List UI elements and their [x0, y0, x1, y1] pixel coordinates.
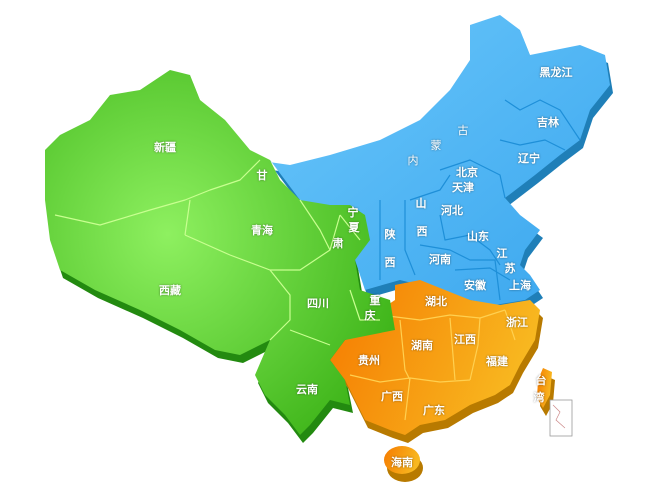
label-tianjin: 天津	[452, 181, 474, 194]
label-guangxi: 广西	[381, 390, 403, 403]
label-shanxi-1: 山	[415, 197, 427, 210]
label-guizhou: 贵州	[358, 354, 380, 367]
label-chongqing-2: 庆	[364, 309, 376, 322]
label-chongqing-1: 重	[369, 294, 381, 307]
label-shandong: 山东	[467, 230, 489, 243]
label-gansu-2: 肃	[332, 237, 344, 250]
region-west	[45, 70, 395, 435]
label-hainan: 海南	[391, 456, 413, 469]
label-neimenggu-3: 古	[457, 124, 469, 137]
label-guangdong: 广东	[423, 404, 445, 417]
label-shaanxi-1: 陕	[384, 228, 396, 241]
label-taiwan-1: 台	[535, 374, 547, 387]
label-yunnan: 云南	[296, 383, 318, 396]
label-xizang: 西藏	[159, 284, 181, 297]
label-sichuan: 四川	[307, 297, 329, 310]
label-liaoning: 辽宁	[518, 152, 540, 165]
label-beijing: 北京	[456, 166, 478, 179]
label-jiangsu-1: 江	[496, 247, 508, 260]
label-shanghai: 上海	[509, 279, 531, 292]
label-gansu-1: 甘	[256, 169, 268, 182]
label-taiwan-2: 湾	[533, 391, 545, 404]
label-neimenggu-2: 蒙	[430, 139, 442, 152]
label-anhui: 安徽	[464, 279, 486, 292]
south-china-sea-inset	[549, 399, 573, 437]
label-heilongjiang: 黑龙江	[539, 66, 573, 79]
label-hebei: 河北	[441, 204, 463, 217]
label-shanxi-2: 西	[416, 225, 428, 238]
label-hubei: 湖北	[425, 295, 447, 308]
label-jiangxi: 江西	[454, 333, 476, 346]
label-shaanxi-2: 西	[384, 256, 396, 269]
taiwan-island	[537, 368, 552, 408]
label-ningxia-1: 宁	[347, 206, 359, 219]
label-qinghai: 青海	[251, 224, 273, 237]
label-jiangsu-2: 苏	[504, 262, 516, 275]
label-xinjiang: 新疆	[154, 141, 176, 154]
label-jilin: 吉林	[537, 116, 559, 129]
label-neimenggu-1: 内	[407, 154, 419, 167]
label-hunan: 湖南	[411, 339, 433, 352]
label-zhejiang: 浙江	[506, 316, 528, 329]
label-henan: 河南	[429, 253, 451, 266]
label-ningxia-2: 夏	[348, 221, 360, 234]
label-fujian: 福建	[486, 355, 508, 368]
hainan-island	[384, 446, 420, 474]
